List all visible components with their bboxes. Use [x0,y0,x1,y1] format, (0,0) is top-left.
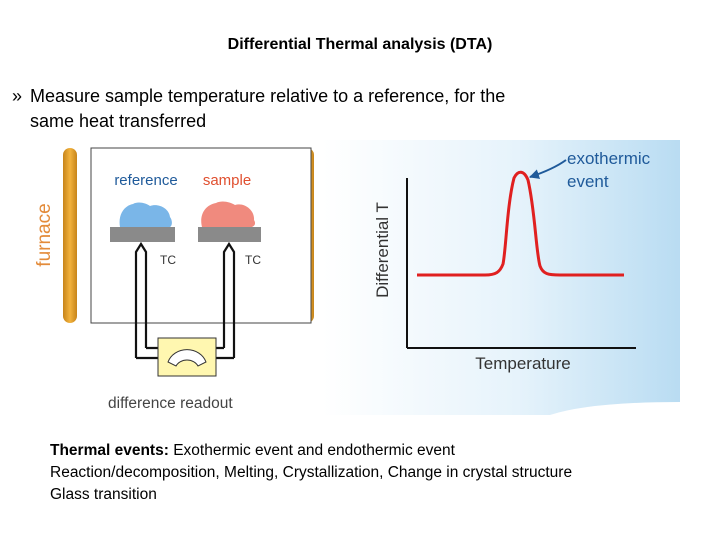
thermocouple-sample-wires [222,241,236,358]
tc-label-sample: TC [245,253,261,267]
thermal-events-line-3: Glass transition [50,486,157,503]
bullet-line-2: same heat transferred [30,111,207,131]
thermal-events-heading: Thermal events: [50,442,169,459]
tc-label-reference: TC [160,253,176,267]
furnace-bar-left [63,148,77,323]
swoosh-decoration [550,402,680,415]
plot-x-label: Temperature [475,354,570,373]
sample-pan [198,227,261,242]
difference-readout-label: difference readout [108,395,233,412]
readout-connect-left [136,346,158,360]
thermocouple-reference-wires [134,241,148,358]
sample-label: sample [203,172,251,189]
plot-y-label: Differential T [373,202,392,298]
slide-title: Differential Thermal analysis (DTA) [227,36,493,53]
reference-pan [110,227,175,242]
readout-meter-dial [167,349,207,367]
thermal-events-line-2: Reaction/decomposition, Melting, Crystal… [50,464,573,481]
sample-blob [201,201,256,227]
reference-blob [119,202,172,227]
furnace-label: furnace [34,203,55,266]
dta-curve [417,170,624,277]
exothermic-pointer-arrow [529,159,567,179]
exothermic-label-line-1: exothermic [567,149,651,168]
dta-diagram: furnace reference sample TC TC differenc… [30,140,680,415]
readout-connect-right [216,346,234,360]
thermal-events-line-1: Exothermic event and endothermic event [168,442,455,459]
bullet-point: » Measure sample temperature relative to … [12,84,612,134]
thermal-events: Thermal events: Exothermic event and end… [50,440,710,506]
reference-label: reference [114,172,177,189]
exothermic-label-line-2: event [567,172,609,191]
bullet-marker: » [12,86,23,106]
bullet-line-1: Measure sample temperature relative to a… [30,86,506,106]
